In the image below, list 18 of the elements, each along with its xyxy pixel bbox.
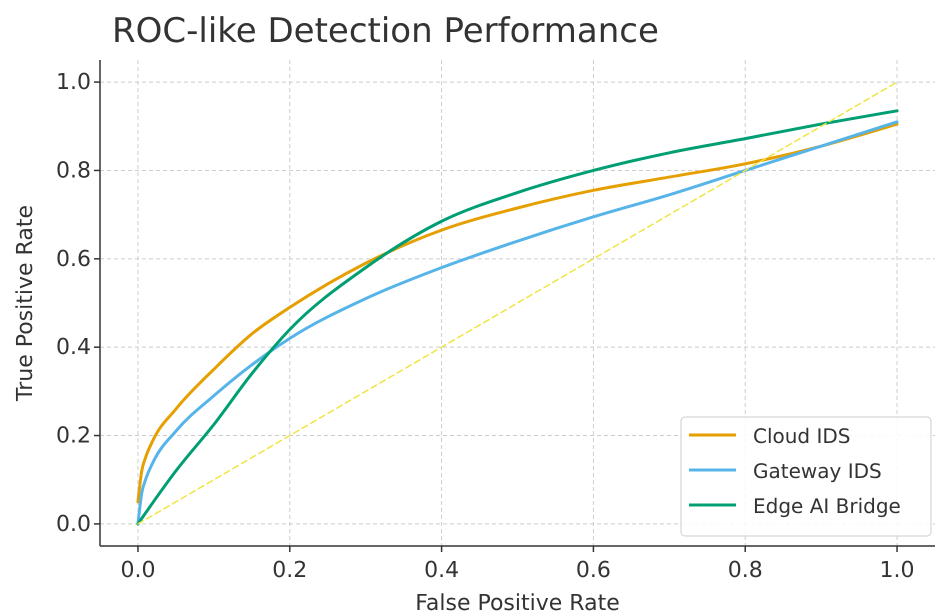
- x-axis-title: False Positive Rate: [415, 591, 620, 612]
- x-tick-label: 0.0: [120, 558, 156, 583]
- y-tick-label: 0.6: [56, 246, 91, 272]
- x-tick-label: 0.4: [424, 558, 460, 583]
- y-tick-label: 0.2: [56, 424, 91, 449]
- x-tick-label: 0.2: [272, 558, 308, 583]
- legend-label: Edge AI Bridge: [753, 494, 901, 518]
- y-tick-label: 0.4: [56, 335, 91, 360]
- legend-label: Cloud IDS: [753, 424, 850, 448]
- y-tick-label: 0.0: [56, 512, 91, 537]
- y-axis-title: True Positive Rate: [13, 205, 38, 402]
- legend-label: Gateway IDS: [753, 459, 882, 483]
- x-tick-label: 0.8: [728, 558, 763, 583]
- y-tick-label: 0.8: [56, 158, 91, 184]
- y-tick-label: 1.0: [56, 70, 91, 96]
- chart-title: ROC-like Detection Performance: [112, 11, 659, 51]
- x-tick-label: 0.6: [576, 558, 611, 583]
- x-tick-label: 1.0: [880, 558, 915, 583]
